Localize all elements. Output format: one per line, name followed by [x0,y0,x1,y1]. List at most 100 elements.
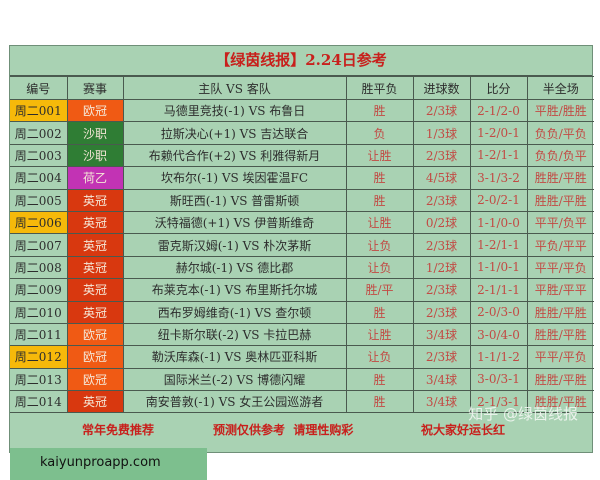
row-score: 1-1/0-1 [469,255,528,280]
row-match: 斯旺西(-1) VS 普雷斯顿 [122,188,347,212]
row-league: 荷乙 [66,166,124,190]
row-half-full: 胜胜/平胜 [526,322,594,347]
row-result: 胜 [345,300,414,324]
row-result: 让负 [345,345,414,369]
board-title: 【绿茵线报】2.24日参考 [10,46,592,76]
table-header-row: 编号 赛事 主队 VS 客队 胜平负 进球数 比分 半全场 [10,76,594,100]
row-goals: 2/3球 [412,98,471,123]
row-score: 1-1/1-2 [469,345,528,369]
header-league: 赛事 [66,76,124,100]
table-row: 周二001 欧冠 马德里竞技(-1) VS 布鲁日胜 2/3球 2-1/2-0 平胜/胜胜 [10,98,594,123]
row-half-full: 负负/负平 [526,143,594,168]
row-id: 周二004 [10,166,68,190]
table-row: 周二006 英冠 沃特福德(+1) VS 伊普斯维奇 让胜 0/2球 1-1/0-0 平平/… [10,210,594,235]
row-league: 欧冠 [66,367,124,392]
row-result: 胜 [345,390,414,414]
row-match: 沃特福德(+1) VS 伊普斯维奇 [122,210,347,235]
row-id: 周二014 [10,390,68,414]
row-id: 周二006 [10,210,68,235]
row-result: 让负 [345,255,414,280]
row-goals: 2/3球 [412,278,471,302]
row-score: 2-1/2-0 [469,98,528,123]
row-result: 让胜 [345,210,414,235]
row-goals: 2/3球 [412,143,471,168]
site-link[interactable]: kaiyunproapp.com [10,448,207,480]
row-id: 周二005 [10,188,68,212]
row-goals: 2/3球 [412,300,471,324]
row-score: 1-2/1-1 [469,143,528,168]
row-id: 周二001 [10,98,68,123]
watermark: 知乎 @绿茵线报 [468,405,578,424]
row-league: 英冠 [66,255,124,280]
row-match: 国际米兰(-2) VS 博德闪耀 [122,367,347,392]
table-row: 周二007 英冠 雷克斯汉姆(-1) VS 朴次茅斯 让负 2/3球 1-2/1-1 平负/… [10,233,594,257]
row-result: 让胜 [345,143,414,168]
row-match: 南安普敦(-1) VS 女王公园巡游者 [122,390,347,414]
row-score: 3-0/3-1 [469,367,528,392]
row-goals: 3/4球 [412,322,471,347]
row-league: 沙职 [66,143,124,168]
row-league: 英冠 [66,233,124,257]
row-match: 拉斯决心(+1) VS 吉达联合 [122,121,347,145]
row-goals: 2/3球 [412,345,471,369]
table-row: 周二013 欧冠 国际米兰(-2) VS 博德闪耀胜 3/4球 3-0/3-1 胜胜/平胜 [10,367,594,392]
row-goals: 4/5球 [412,166,471,190]
row-half-full: 平平/负平 [526,210,594,235]
row-score: 2-0/2-1 [469,188,528,212]
row-match: 布莱克本(-1) VS 布里斯托尔城 [122,278,347,302]
row-score: 1-1/0-0 [469,210,528,235]
row-goals: 1/3球 [412,121,471,145]
row-match: 坎布尔(-1) VS 埃因霍温FC [122,166,347,190]
row-goals: 2/3球 [412,233,471,257]
row-match: 马德里竞技(-1) VS 布鲁日 [122,98,347,123]
row-league: 英冠 [66,278,124,302]
row-league: 英冠 [66,300,124,324]
row-half-full: 胜胜/平胜 [526,367,594,392]
header-score: 比分 [469,76,528,100]
row-goals: 1/2球 [412,255,471,280]
row-half-full: 平平/平负 [526,345,594,369]
row-score: 2-1/3-1 [469,390,528,414]
table-row: 周二010 英冠 西布罗姆维奇(-1) VS 查尔顿胜 2/3球 2-0/3-0 胜胜/平… [10,300,594,324]
footer-slogan-1: 常年免费推荐 [82,423,155,438]
row-match: 赫尔城(-1) VS 德比郡 [122,255,347,280]
footer-slogan-2: 预测仅供参考 请理性购彩 [213,423,354,438]
row-league: 英冠 [66,390,124,414]
row-result: 胜/平 [345,278,414,302]
header-half-full: 半全场 [526,76,594,100]
table-row: 周二014 英冠 南安普敦(-1) VS 女王公园巡游者胜 3/4球 2-1/3-1 胜胜… [10,390,594,414]
header-result: 胜平负 [345,76,414,100]
row-half-full: 平平/平负 [526,255,594,280]
prediction-table: 编号 赛事 主队 VS 客队 胜平负 进球数 比分 半全场 周二001 欧冠 马德里… [10,76,594,414]
row-match: 西布罗姆维奇(-1) VS 查尔顿 [122,300,347,324]
row-goals: 3/4球 [412,390,471,414]
row-result: 让负 [345,233,414,257]
row-half-full: 胜胜/平胜 [526,390,594,414]
table-row: 周二002 沙职 拉斯决心(+1) VS 吉达联合负 1/3球 1-2/0-1 负负/平负 [10,121,594,145]
row-match: 雷克斯汉姆(-1) VS 朴次茅斯 [122,233,347,257]
row-score: 1-2/0-1 [469,121,528,145]
table-row: 周二012 欧冠 勒沃库森(-1) VS 奥林匹亚科斯 让负 2/3球 1-1/1-2 平平… [10,345,594,369]
row-half-full: 平胜/胜胜 [526,98,594,123]
footer-slogan-3: 祝大家好运长红 [421,423,506,438]
row-goals: 3/4球 [412,367,471,392]
row-id: 周二009 [10,278,68,302]
row-half-full: 胜胜/平胜 [526,166,594,190]
board-footer: 常年免费推荐 预测仅供参考 请理性购彩 祝大家好运长红 知乎 @绿茵线报 [10,405,592,455]
table-row: 周二004 荷乙 坎布尔(-1) VS 埃因霍温FC 胜 4/5球 3-1/3-2 胜胜/平… [10,166,594,190]
table-row: 周二011 欧冠 纽卡斯尔联(-2) VS 卡拉巴赫 让胜 3/4球 3-0/4-0 胜胜/… [10,322,594,347]
row-half-full: 平胜/平平 [526,278,594,302]
prediction-board: 【绿茵线报】2.24日参考 编号 赛事 主队 VS 客队 胜平负 进球数 比分 … [9,45,594,455]
row-league: 沙职 [66,121,124,145]
row-league: 英冠 [66,188,124,212]
row-match: 布赖代合作(+2) VS 利雅得新月 [122,143,347,168]
row-match: 纽卡斯尔联(-2) VS 卡拉巴赫 [122,322,347,347]
row-id: 周二012 [10,345,68,369]
row-id: 周二002 [10,121,68,145]
row-id: 周二007 [10,233,68,257]
row-id: 周二010 [10,300,68,324]
row-goals: 0/2球 [412,210,471,235]
row-id: 周二003 [10,143,68,168]
row-score: 2-0/3-0 [469,300,528,324]
row-goals: 2/3球 [412,188,471,212]
